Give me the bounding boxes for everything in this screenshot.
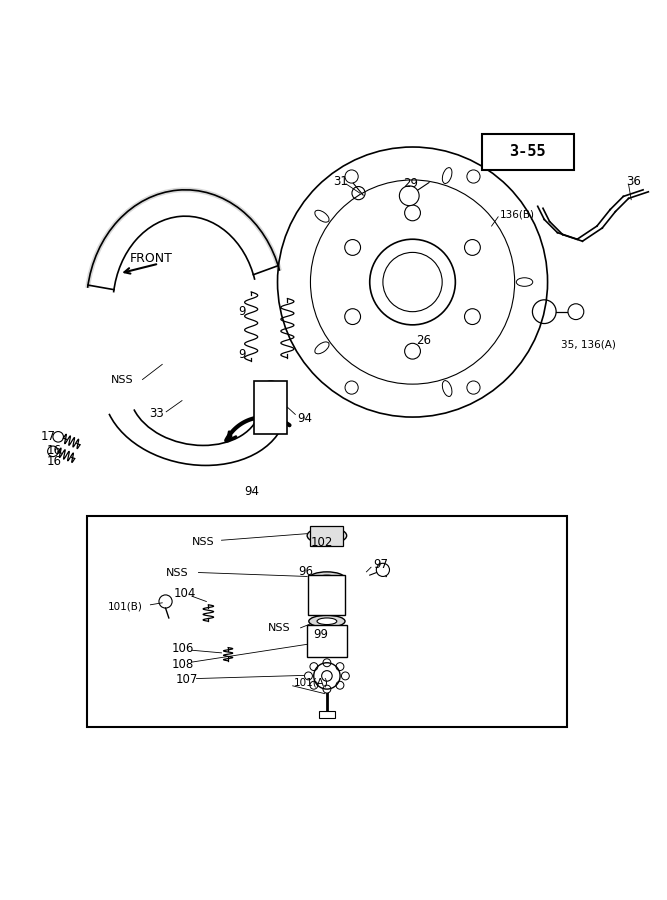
FancyBboxPatch shape (482, 134, 574, 170)
Text: NSS: NSS (192, 537, 215, 547)
Text: 96: 96 (299, 564, 313, 578)
Text: 16: 16 (47, 444, 62, 456)
Ellipse shape (442, 381, 452, 397)
Ellipse shape (315, 211, 329, 222)
Circle shape (568, 304, 584, 320)
Text: 94: 94 (245, 485, 259, 498)
Circle shape (376, 563, 390, 577)
Text: 94: 94 (297, 412, 312, 425)
Circle shape (323, 685, 331, 693)
Text: 31: 31 (334, 175, 348, 188)
Text: 97: 97 (373, 558, 388, 572)
Ellipse shape (313, 531, 340, 541)
Circle shape (405, 343, 420, 359)
Text: 108: 108 (172, 658, 194, 670)
Circle shape (336, 662, 344, 670)
Ellipse shape (309, 572, 345, 585)
Text: 29: 29 (404, 177, 418, 191)
Circle shape (345, 239, 361, 256)
Ellipse shape (516, 278, 533, 286)
Ellipse shape (317, 618, 337, 625)
Ellipse shape (309, 616, 345, 627)
Ellipse shape (315, 342, 329, 354)
Text: NSS: NSS (165, 568, 188, 578)
Text: 36: 36 (626, 175, 642, 188)
Circle shape (261, 407, 281, 427)
Text: 104: 104 (174, 587, 197, 600)
Text: 101(A): 101(A) (294, 678, 329, 688)
Text: NSS: NSS (111, 374, 133, 384)
Text: 106: 106 (172, 643, 195, 655)
Text: 35, 136(A): 35, 136(A) (561, 339, 616, 349)
Circle shape (464, 239, 480, 256)
Text: 99: 99 (313, 628, 329, 641)
Text: 17: 17 (41, 430, 55, 444)
Circle shape (261, 381, 281, 400)
Circle shape (310, 662, 317, 670)
Circle shape (405, 205, 420, 220)
Ellipse shape (317, 575, 337, 581)
Ellipse shape (442, 167, 452, 184)
Bar (308, 575, 346, 615)
Circle shape (305, 672, 312, 680)
Text: 101(B): 101(B) (108, 602, 143, 612)
Text: 26: 26 (416, 334, 431, 346)
Text: 136(B): 136(B) (500, 209, 534, 220)
Circle shape (336, 681, 344, 689)
Bar (310, 526, 344, 545)
Text: 9: 9 (239, 348, 246, 361)
Text: 102: 102 (310, 536, 333, 549)
Circle shape (400, 186, 419, 205)
Circle shape (345, 309, 361, 325)
Circle shape (464, 309, 480, 325)
Circle shape (342, 672, 350, 680)
Circle shape (323, 659, 331, 667)
Bar (319, 712, 335, 718)
Text: 16: 16 (47, 455, 62, 468)
Ellipse shape (307, 527, 347, 544)
Text: 107: 107 (175, 672, 198, 686)
Bar (254, 381, 287, 434)
Text: 9: 9 (239, 305, 246, 319)
Bar (307, 625, 347, 658)
Text: 3-55: 3-55 (510, 144, 546, 159)
Text: NSS: NSS (267, 623, 290, 633)
Text: 33: 33 (149, 408, 164, 420)
FancyBboxPatch shape (87, 516, 568, 726)
Circle shape (310, 681, 317, 689)
Text: FRONT: FRONT (129, 253, 172, 266)
